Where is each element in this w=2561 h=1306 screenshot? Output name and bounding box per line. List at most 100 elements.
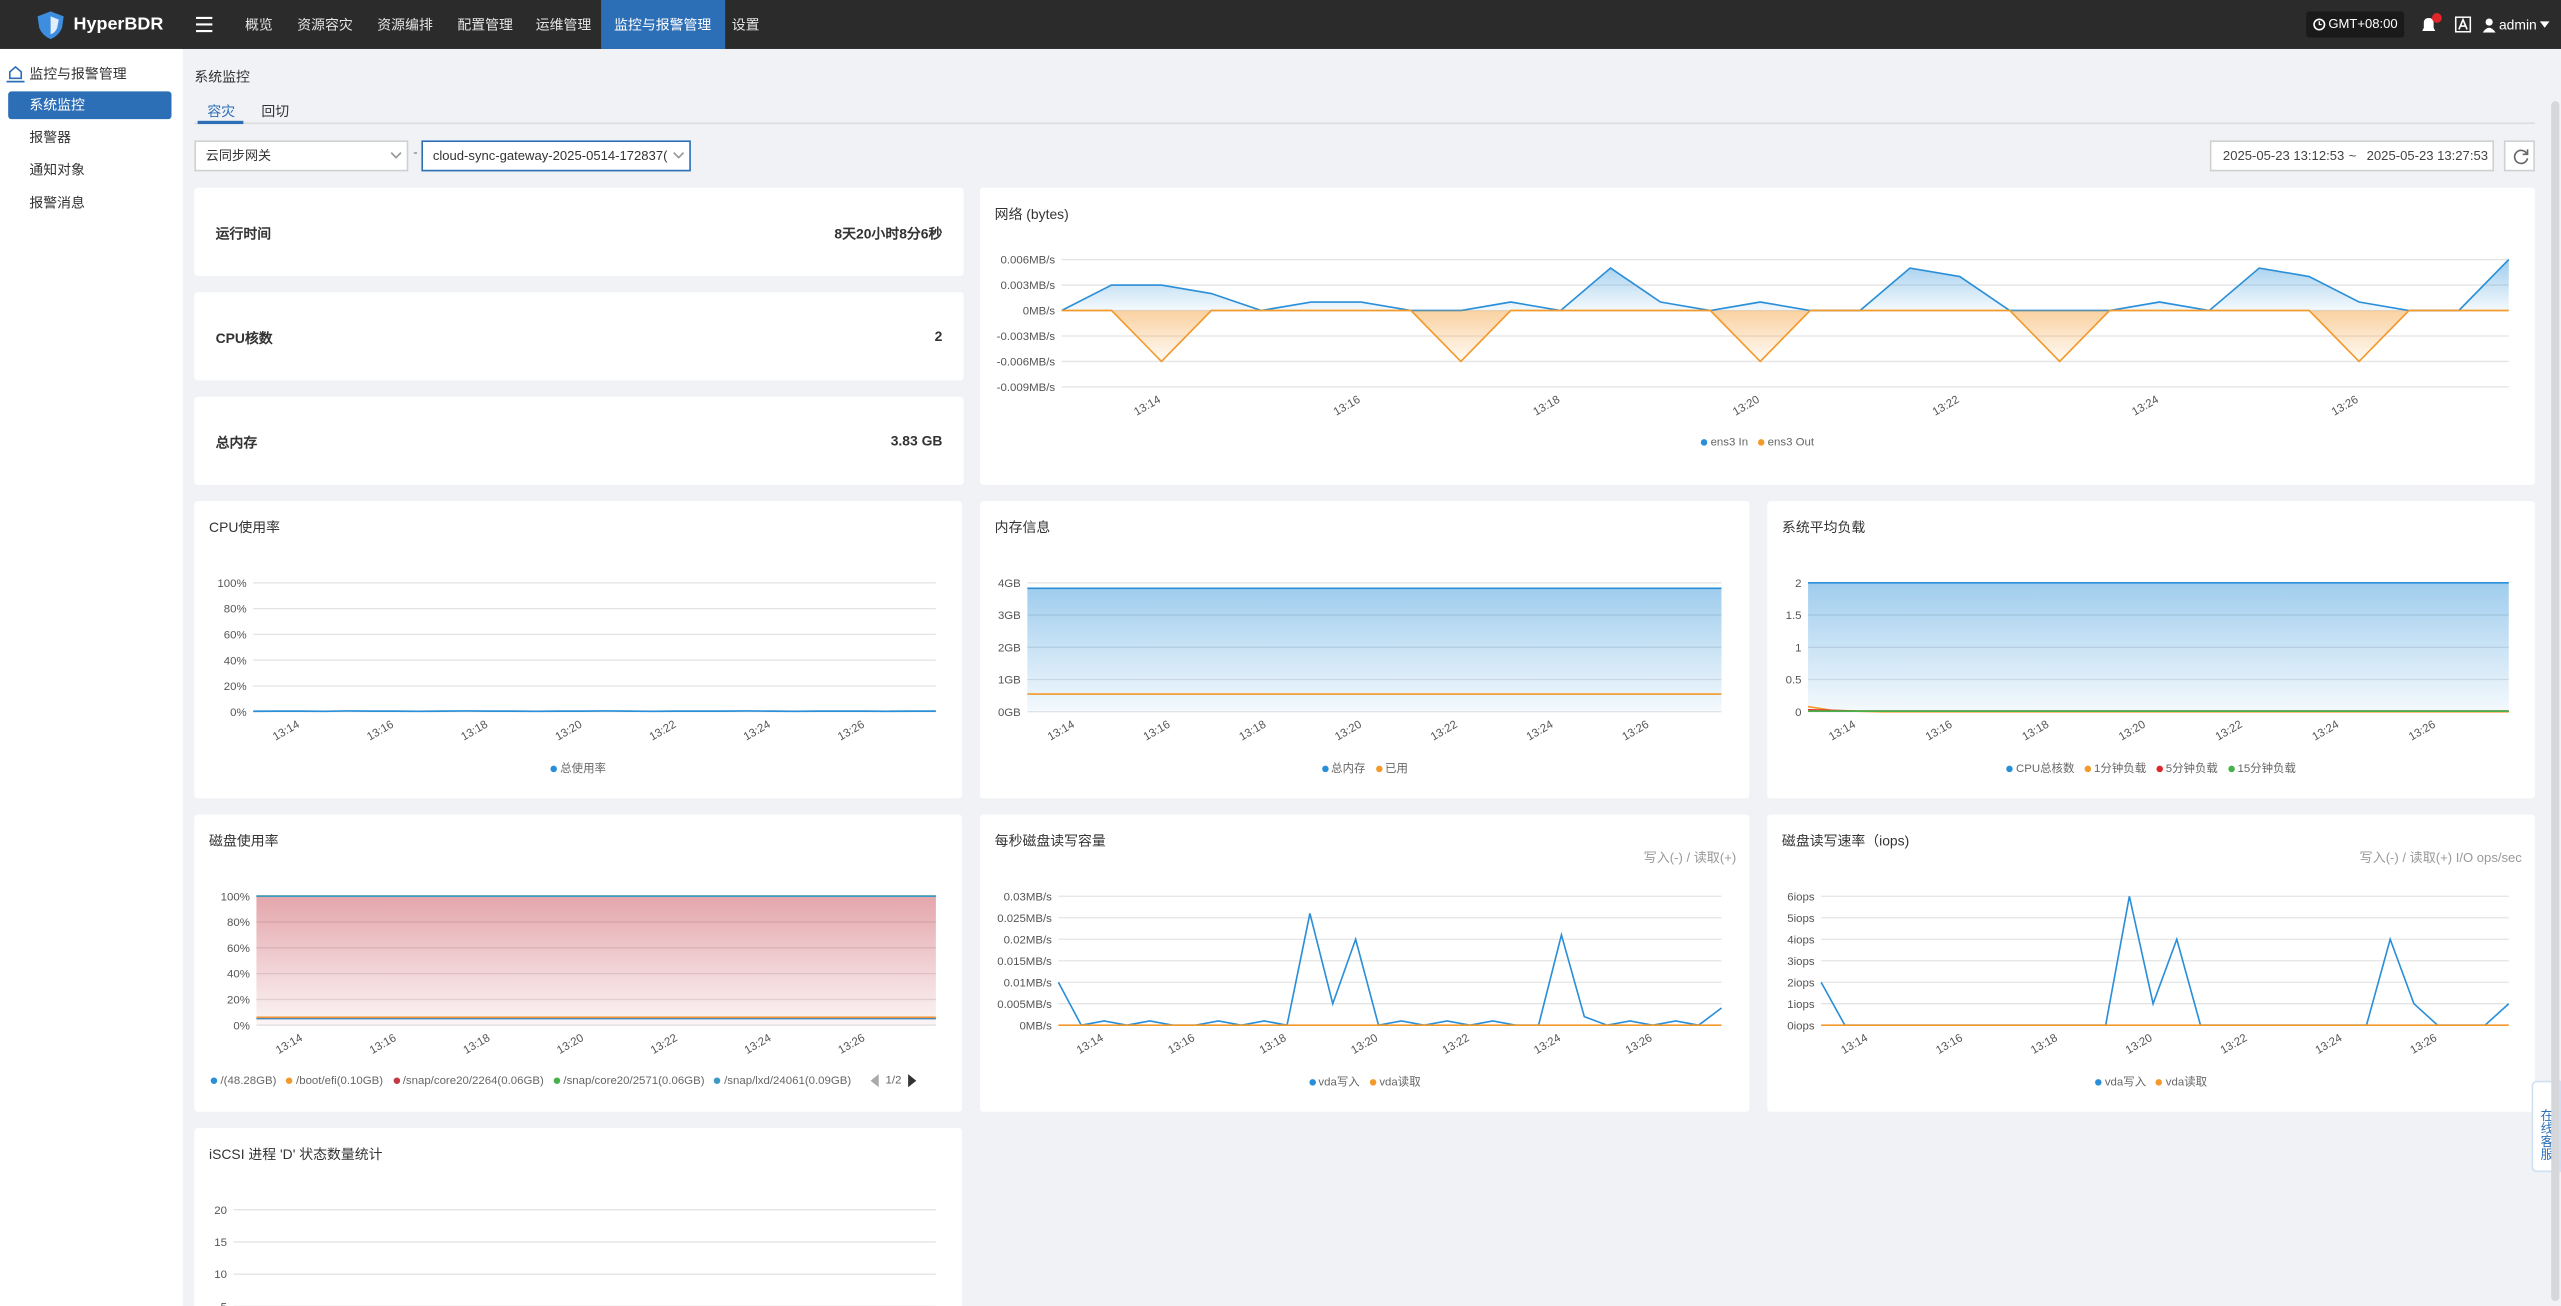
chart-plot: -0.009MB/s -0.006MB/s -0.003MB/s 0MB/s 0.003… [997, 255, 2510, 419]
sidebar-item[interactable]: 报警器 [29, 128, 72, 146]
legend: /(48.28GB) /boot/efi(0.10GB) /snap/core20/… [210, 1074, 917, 1088]
chart-plot: 0GB 1GB 2GB 3GB 4GB 13:14 13:16 13:18 13:20 13:22… [998, 578, 1722, 743]
date-range[interactable]: 2025-05-23 13:12:53 ~ 2025-05-23 13:27:5… [2209, 140, 2495, 172]
language-icon[interactable] [2454, 16, 2472, 33]
series-area [1027, 588, 1722, 712]
chart-panel: iSCSI 进程 'D' 状态数量统计 5 10 15 20 [194, 1128, 963, 1306]
legend-label: /boot/efi(0.10GB) [296, 1075, 384, 1087]
clock-icon [2313, 18, 2326, 31]
stat-value: 8天20小时8分6秒 [834, 225, 943, 242]
y-tick-label: 5iops [1787, 913, 1815, 925]
tab-active[interactable]: 容灾 [207, 102, 236, 120]
legend-label: CPU总核数 [2015, 764, 2075, 776]
series-line [1061, 309, 2509, 363]
select-arrow [673, 152, 685, 159]
x-tick-label: 13:24 [742, 718, 773, 743]
nav-item[interactable]: 设置 [731, 16, 760, 33]
x-tick-label: 13:26 [2408, 1032, 2439, 1057]
legend-swatch [1321, 765, 1328, 773]
legend-swatch [553, 1076, 561, 1084]
select-arrow [390, 152, 402, 159]
legend-item: CPU总核数 [2006, 761, 2074, 777]
y-tick-label: 0.005MB/s [997, 999, 1052, 1011]
legend-swatch [1308, 1079, 1316, 1086]
legend-item: vda写入 [2095, 1074, 2146, 1090]
user-name[interactable]: admin [2498, 16, 2537, 33]
gateway-type-select[interactable]: 云同步网关 [194, 140, 409, 172]
legend-label: vda写入 [2104, 1077, 2147, 1089]
y-tick-label: 0.03MB/s [1004, 891, 1053, 903]
x-tick-label: 13:26 [2330, 394, 2361, 419]
y-tick-label: 6iops [1787, 891, 1815, 903]
y-tick-label: -0.003MB/s [997, 331, 1056, 343]
legend-item: vda读取 [2155, 1074, 2207, 1090]
x-tick-label: 13:16 [1332, 394, 1363, 419]
chart-panel: 系统平均负载 0 0.5 1 1.5 2 13:14 13:16 13:18 13:20 13:22… [1767, 501, 2535, 799]
legend-swatch [1700, 439, 1708, 446]
stat-value: 3.83 GB [890, 432, 943, 449]
legend-swatch [714, 1076, 721, 1084]
x-tick-label: 13:18 [2020, 719, 2051, 744]
sidebar-item[interactable]: 报警消息 [29, 194, 85, 211]
legend: vda写入 vda读取 [2095, 1074, 2207, 1090]
tab[interactable]: 回切 [261, 102, 290, 120]
x-tick-label: 13:20 [2117, 719, 2148, 744]
x-tick-label: 13:22 [648, 719, 679, 744]
legend-next[interactable] [907, 1074, 917, 1088]
legend: ens3 In ens3 Out [1700, 438, 1814, 449]
nav-item[interactable]: 概览 [244, 16, 273, 33]
legend-label: 1分钟负载 [2094, 764, 2147, 776]
separator: - [413, 145, 418, 160]
legend-label: 15分钟负载 [2237, 764, 2296, 776]
stat-card: CPU核数 2 [194, 292, 964, 381]
y-tick-label: 20% [224, 681, 247, 693]
nav-item-active[interactable]: 监控与报警管理 [601, 0, 725, 49]
x-tick-label: 13:18 [1258, 1032, 1289, 1057]
legend-swatch [2006, 765, 2013, 773]
nav-item[interactable]: 资源容灾 [297, 16, 353, 33]
bell-icon[interactable] [2419, 13, 2442, 36]
date-separator: ~ [2348, 148, 2357, 164]
y-tick-label: 0% [233, 1020, 250, 1032]
date-end: 2025-05-23 13:27:53 [2366, 148, 2489, 164]
legend-prev[interactable] [870, 1074, 879, 1088]
chart-note: 写入(-) / 读取(+) [1643, 850, 1737, 866]
x-tick-label: 13:20 [555, 1032, 586, 1057]
sidebar-group[interactable]: 监控与报警管理 [29, 65, 127, 82]
nav-item[interactable]: 配置管理 [457, 16, 513, 33]
timezone[interactable]: GMT+08:00 [2306, 11, 2405, 38]
legend-swatch [2095, 1079, 2102, 1086]
legend-item: vda写入 [1308, 1074, 1360, 1090]
x-tick-label: 13:18 [461, 1032, 492, 1057]
chart-title: 系统平均负载 [1781, 519, 1866, 536]
x-tick-label: 13:22 [2214, 719, 2245, 744]
x-tick-label: 13:14 [1046, 718, 1077, 743]
legend-swatch [210, 1076, 218, 1084]
x-tick-label: 13:22 [649, 1032, 680, 1057]
sidebar-item-active[interactable]: 系统监控 [8, 91, 172, 120]
y-tick-label: 0GB [998, 707, 1021, 719]
y-tick-label: 40% [227, 969, 250, 981]
stat-label: 总内存 [215, 434, 258, 451]
legend-item: vda读取 [1369, 1074, 1421, 1090]
x-tick-label: 13:16 [1934, 1032, 1965, 1057]
x-tick-label: 13:26 [2407, 719, 2438, 744]
logo [37, 11, 64, 40]
legend-swatch [2155, 1079, 2163, 1086]
legend-label: vda读取 [1379, 1077, 1421, 1089]
legend-swatch [550, 765, 557, 773]
y-tick-label: 1.5 [1786, 610, 1802, 622]
series-line [1061, 258, 2510, 312]
nav-item[interactable]: 运维管理 [535, 16, 592, 33]
refresh-button[interactable] [2503, 140, 2535, 172]
y-tick-label: 100% [221, 891, 250, 903]
user-icon [2482, 18, 2496, 33]
nav-item[interactable]: 资源编排 [377, 16, 433, 33]
legend-item: 5分钟负载 [2155, 761, 2218, 777]
legend: 总使用率 [550, 761, 606, 777]
gateway-select[interactable]: cloud-sync-gateway-2025-0514-172837( [421, 140, 691, 172]
y-tick-label: 2GB [998, 642, 1021, 654]
sidebar-item[interactable]: 通知对象 [29, 161, 85, 178]
menu-toggle[interactable] [195, 16, 214, 33]
